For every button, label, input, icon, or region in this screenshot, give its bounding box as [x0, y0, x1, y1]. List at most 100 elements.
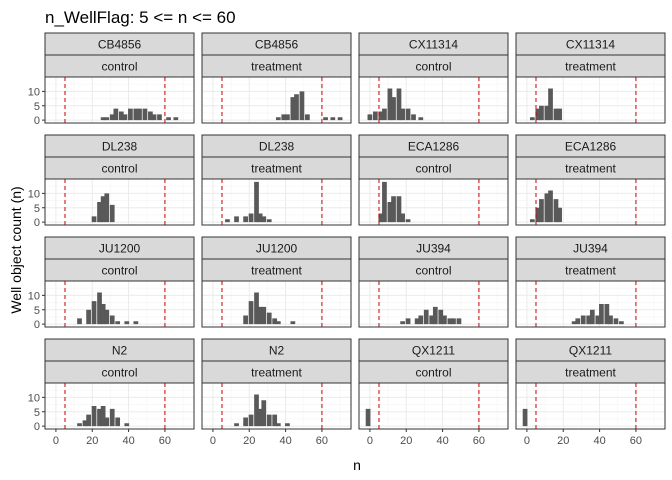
- facet-panel-16: QX1211 treatment: [515, 338, 666, 430]
- strain-label: N2: [269, 344, 285, 358]
- histogram-bar: [243, 417, 248, 427]
- panel-border: [44, 382, 195, 430]
- panel-border: [201, 382, 352, 430]
- y-tick-label: 10: [28, 392, 40, 404]
- condition-label: treatment: [251, 264, 302, 278]
- histogram-bar: [548, 190, 553, 223]
- panel-border: [201, 178, 352, 226]
- histogram-bar: [257, 408, 263, 427]
- facet-panel-13: N2 control 0 5 10: [28, 338, 195, 433]
- panel-background: [516, 383, 665, 429]
- histogram-bar: [109, 204, 115, 223]
- x-axis-title: n: [353, 457, 361, 473]
- x-tick-label: 0: [210, 435, 216, 447]
- histogram-bar: [234, 423, 239, 427]
- x-tick-label: 40: [593, 435, 605, 447]
- x-tick-label: 0: [524, 435, 530, 447]
- facet-panel-11: JU394 control: [358, 236, 509, 328]
- histogram-bar: [272, 318, 278, 325]
- histogram-bar: [396, 196, 402, 223]
- facet-panel-2: CB4856 treatment: [201, 32, 352, 124]
- panel-border: [44, 178, 195, 226]
- condition-label: control: [101, 366, 137, 380]
- histogram-bar: [544, 193, 550, 223]
- histogram-bar: [281, 114, 287, 121]
- histogram-bar: [91, 406, 97, 427]
- histogram-bar: [97, 202, 102, 223]
- histogram-bar: [113, 108, 119, 121]
- histogram-bar: [557, 108, 562, 121]
- y-tick-label: 5: [34, 407, 40, 419]
- histogram-bar: [151, 114, 157, 121]
- panel-background: [202, 77, 351, 123]
- y-axis-title: Well object count (n): [8, 186, 24, 313]
- histogram-bar: [86, 414, 91, 427]
- histogram-bar: [148, 111, 153, 121]
- histogram-bar: [275, 117, 281, 121]
- histogram-bar: [451, 318, 456, 325]
- histogram-bar: [378, 111, 384, 121]
- histogram-bar: [418, 315, 424, 325]
- facet-panel-9: JU1200 control 0 5 10: [28, 236, 195, 331]
- histogram-bar: [372, 111, 378, 121]
- histogram-bar: [266, 312, 272, 325]
- strain-label: JU394: [573, 242, 608, 256]
- histogram-bar: [608, 315, 613, 325]
- condition-label: control: [415, 60, 451, 74]
- histogram-bar: [234, 216, 239, 223]
- histogram-bar: [100, 196, 106, 223]
- histogram-bar: [400, 321, 405, 325]
- histogram-bar: [589, 309, 595, 325]
- histogram-bar: [405, 108, 411, 121]
- histogram-bar: [82, 420, 88, 427]
- x-tick-label: 60: [630, 435, 642, 447]
- condition-label: treatment: [565, 162, 616, 176]
- histogram-bar: [619, 321, 624, 325]
- panel-border: [358, 280, 509, 328]
- histogram-bar: [254, 292, 259, 325]
- condition-label: treatment: [251, 366, 302, 380]
- facet-panel-8: ECA1286 treatment: [515, 134, 666, 226]
- condition-label: control: [101, 264, 137, 278]
- histogram-bar: [109, 114, 115, 121]
- histogram-bar: [405, 318, 411, 325]
- histogram-bar: [257, 306, 263, 325]
- strain-label: JU394: [416, 242, 451, 256]
- histogram-bar: [109, 408, 115, 427]
- condition-label: treatment: [565, 366, 616, 380]
- x-tick-label: 60: [473, 435, 485, 447]
- histogram-bar: [266, 219, 272, 223]
- histogram-bar: [266, 414, 272, 427]
- y-tick-label: 0: [34, 217, 40, 229]
- strain-label: QX1211: [569, 344, 612, 358]
- histogram-bar: [257, 213, 263, 223]
- histogram-bar: [173, 117, 179, 121]
- panel-border: [358, 76, 509, 124]
- histogram-bar: [323, 117, 328, 121]
- y-tick-label: 0: [34, 421, 40, 433]
- x-tick-label: 60: [159, 435, 171, 447]
- histogram-bar: [535, 108, 541, 121]
- strain-label: CX11314: [566, 38, 615, 52]
- histogram-bar: [575, 318, 581, 325]
- strain-label: ECA1286: [408, 140, 460, 154]
- histogram-bar: [285, 114, 290, 121]
- histogram-bar: [275, 423, 281, 427]
- histogram-bar: [387, 88, 393, 121]
- histogram-bar: [100, 304, 106, 325]
- panel-background: [45, 179, 194, 225]
- histogram-bar: [378, 213, 384, 223]
- x-tick-label: 0: [53, 435, 59, 447]
- y-tick-label: 0: [34, 115, 40, 127]
- histogram-bar: [100, 406, 106, 427]
- strain-label: N2: [112, 344, 128, 358]
- panel-border: [358, 178, 509, 226]
- histogram-bar: [97, 408, 102, 427]
- histogram-bar: [254, 181, 259, 223]
- histogram-bar: [166, 117, 171, 121]
- y-tick-label: 10: [28, 86, 40, 98]
- histogram-bar: [391, 196, 396, 223]
- histogram-bar: [248, 301, 254, 325]
- strain-label: DL238: [259, 140, 295, 154]
